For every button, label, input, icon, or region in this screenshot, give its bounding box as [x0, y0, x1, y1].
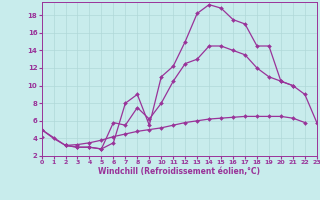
X-axis label: Windchill (Refroidissement éolien,°C): Windchill (Refroidissement éolien,°C) [98, 167, 260, 176]
